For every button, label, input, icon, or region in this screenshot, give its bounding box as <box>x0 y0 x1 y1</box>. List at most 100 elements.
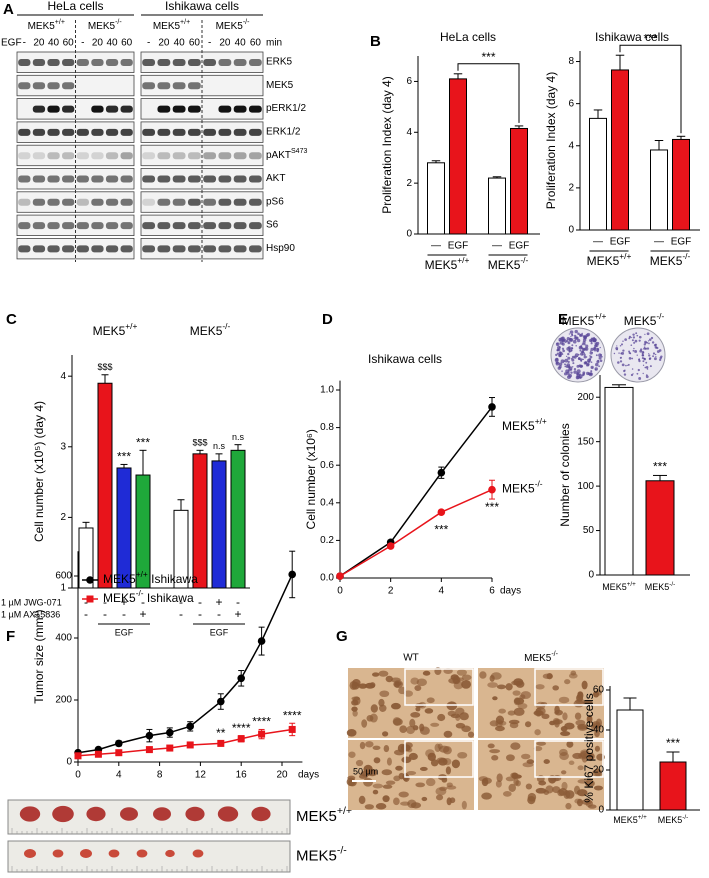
band <box>91 245 104 253</box>
nucleus <box>587 804 597 809</box>
nucleus <box>358 795 366 805</box>
band <box>218 175 232 183</box>
colony <box>579 358 583 361</box>
band <box>157 82 171 90</box>
timepoint-label: 40 <box>107 38 119 49</box>
nucleus <box>457 677 464 682</box>
category-label-text: MEK5 <box>602 582 627 592</box>
band <box>187 82 201 90</box>
colony <box>595 354 598 357</box>
colony <box>627 363 630 366</box>
colony <box>646 368 649 370</box>
category-label-sup: +/+ <box>638 814 647 821</box>
colony <box>616 345 618 347</box>
band <box>91 59 104 66</box>
colony <box>567 356 571 360</box>
nucleus <box>393 775 401 782</box>
nucleus <box>498 708 506 714</box>
colony <box>660 355 663 358</box>
nucleus <box>554 709 563 716</box>
band <box>76 59 89 66</box>
genotype-label-text: MEK5 <box>28 21 56 32</box>
timepoint-label: - <box>208 38 211 49</box>
marker <box>217 697 225 706</box>
colony <box>591 337 594 340</box>
y-tick-label: 20 <box>593 765 605 776</box>
plate-label-sup: +/+ <box>594 311 606 321</box>
colony <box>658 349 662 352</box>
nucleus <box>375 803 387 810</box>
timepoint-label: 60 <box>250 38 262 49</box>
colony <box>556 349 559 352</box>
colony <box>638 377 642 380</box>
timepoint-label: 20 <box>219 38 231 49</box>
colony <box>618 352 620 354</box>
colony <box>595 341 598 344</box>
y-tick-label: 0.6 <box>320 460 334 471</box>
genotype-label: MEK5+/+ <box>153 19 190 31</box>
colony <box>561 342 565 346</box>
colony <box>568 349 571 352</box>
nucleus <box>372 783 384 789</box>
series-label-text: MEK5 <box>502 419 535 433</box>
nucleus <box>351 696 361 701</box>
genotype-label: MEK5-/- <box>216 19 251 31</box>
nucleus <box>438 758 448 766</box>
nucleus <box>409 718 416 728</box>
colony <box>589 351 593 355</box>
nucleus <box>419 766 428 771</box>
nucleus <box>449 797 456 804</box>
panel-letter: G <box>336 628 348 645</box>
colony <box>576 355 578 358</box>
colony <box>590 342 593 345</box>
band <box>157 222 171 230</box>
bar <box>659 761 687 811</box>
ihc-inset <box>404 668 474 706</box>
band <box>47 59 60 66</box>
band <box>91 175 104 183</box>
category-label-sup: -/- <box>682 814 688 821</box>
marker <box>437 508 446 516</box>
nucleus <box>446 782 453 788</box>
band <box>47 82 60 90</box>
marker <box>115 739 123 748</box>
bar <box>230 449 246 589</box>
nucleus <box>426 697 435 704</box>
nucleus <box>461 800 467 810</box>
y-tick-label: 0 <box>598 805 604 816</box>
nucleus <box>398 791 409 798</box>
band <box>76 245 89 253</box>
nucleus <box>351 681 360 690</box>
colony <box>590 365 594 370</box>
colony <box>555 353 558 357</box>
genotype-label-sup: -/- <box>243 19 250 26</box>
y-tick-label: 60 <box>593 685 605 696</box>
nucleus <box>437 713 446 722</box>
nucleus <box>382 731 389 737</box>
nucleus <box>385 780 396 785</box>
colony <box>590 361 593 363</box>
significance-label: **** <box>232 721 251 735</box>
chart-title: HeLa cells <box>440 30 496 44</box>
band <box>62 105 75 113</box>
chart-title: Ishikawa cells <box>368 352 442 366</box>
bar <box>97 382 113 589</box>
category-label-text: MEK5 <box>658 815 683 825</box>
group-label-sup: +/+ <box>457 255 469 265</box>
nucleus <box>543 759 550 764</box>
colony <box>645 347 648 350</box>
treatment-level: - <box>236 595 240 609</box>
blot-row <box>140 98 264 120</box>
protein-label: MEK5 <box>266 80 294 91</box>
band <box>218 128 232 136</box>
tumor <box>52 849 64 858</box>
colony <box>576 369 581 374</box>
colony <box>645 375 649 379</box>
nucleus <box>577 779 589 784</box>
group-label: MEK5-/- <box>190 321 231 338</box>
nucleus <box>487 682 498 688</box>
group-label-text: MEK5 <box>425 258 458 272</box>
band <box>120 175 133 183</box>
nucleus <box>416 678 427 687</box>
genotype-label: MEK5+/+ <box>28 19 65 31</box>
